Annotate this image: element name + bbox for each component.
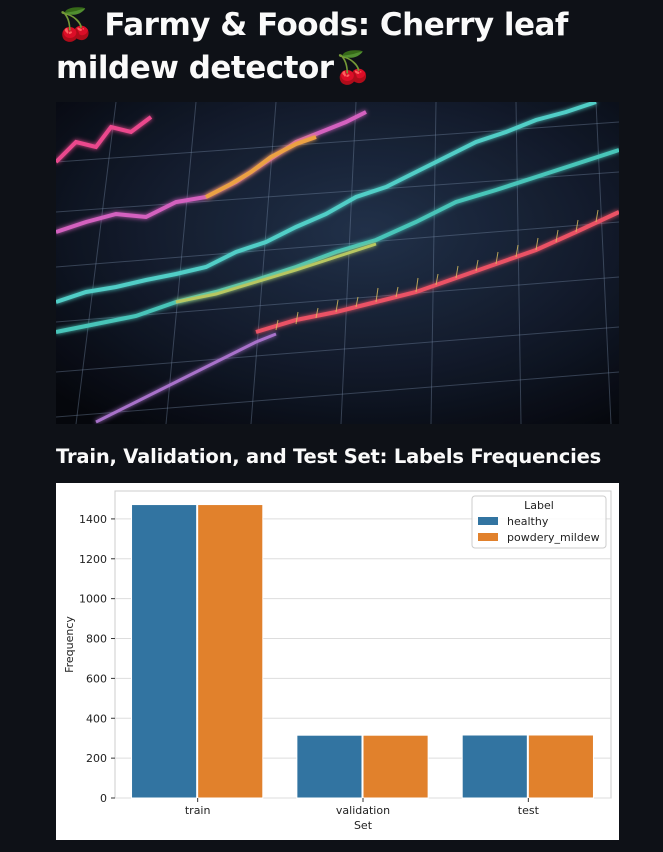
x-tick-label: validation — [336, 804, 390, 817]
x-tick-label: test — [518, 804, 540, 817]
bar-healthy-test — [461, 734, 528, 799]
y-tick-label: 200 — [86, 752, 107, 765]
stock-chart-lines-image — [56, 102, 619, 424]
legend-swatch-powdery_mildew — [478, 533, 498, 541]
legend: Label healthy powdery_mildew — [471, 495, 607, 549]
legend-box — [471, 495, 607, 549]
bar-healthy-train — [131, 504, 198, 799]
bar-powdery_mildew-validation — [362, 734, 429, 799]
y-tick-label: 1000 — [79, 593, 107, 606]
y-tick-label: 1200 — [79, 553, 107, 566]
y-tick-label: 600 — [86, 672, 107, 685]
legend-swatch-healthy — [478, 517, 498, 525]
bar-powdery_mildew-train — [197, 504, 264, 799]
hero-image — [56, 102, 619, 424]
y-tick-label: 0 — [100, 792, 107, 805]
page-title: 🍒 Farmy & Foods: Cherry leaf mildew dete… — [56, 7, 568, 86]
bar-powdery_mildew-test — [527, 734, 594, 799]
section-heading: Train, Validation, and Test Set: Labels … — [56, 445, 602, 468]
legend-entry-powdery_mildew: powdery_mildew — [507, 531, 600, 544]
y-tick-label: 800 — [86, 633, 107, 646]
y-tick-label: 1400 — [79, 513, 107, 526]
label-frequency-chart: 0 200 400 600 800 1000 1200 1400 train validation… — [56, 483, 619, 840]
bar-healthy-validation — [296, 734, 363, 799]
legend-title: Label — [524, 499, 554, 512]
bar-chart-svg: 0 200 400 600 800 1000 1200 1400 train validation… — [63, 490, 612, 832]
legend-entry-healthy: healthy — [507, 515, 549, 528]
x-tick-label: train — [185, 804, 211, 817]
x-axis-label: Set — [354, 819, 373, 832]
y-tick-label: 400 — [86, 712, 107, 725]
y-axis-label: Frequency — [63, 616, 76, 673]
